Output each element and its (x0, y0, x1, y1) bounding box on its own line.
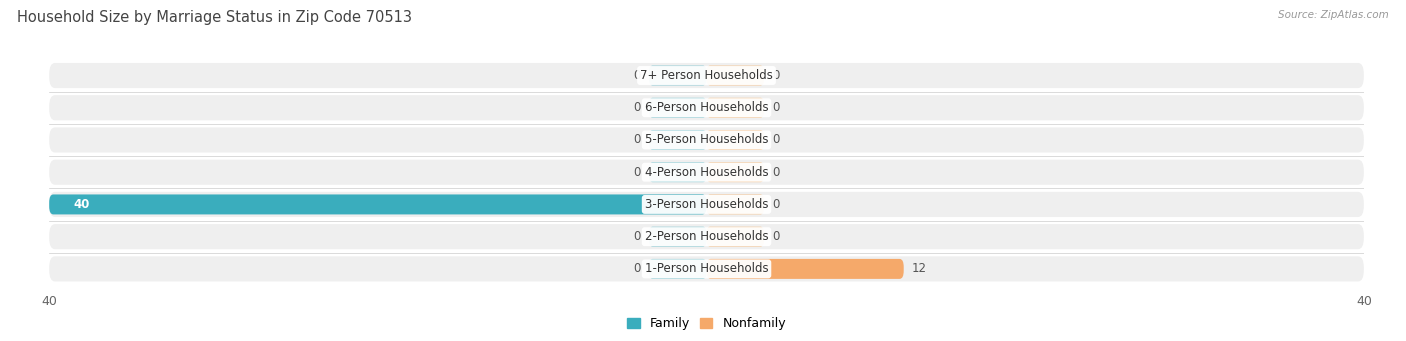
Text: 0: 0 (634, 101, 641, 114)
Legend: Family, Nonfamily: Family, Nonfamily (621, 312, 792, 335)
Text: 5-Person Households: 5-Person Households (645, 133, 768, 147)
FancyBboxPatch shape (707, 259, 904, 279)
Text: 0: 0 (634, 230, 641, 243)
FancyBboxPatch shape (707, 98, 763, 118)
FancyBboxPatch shape (707, 162, 763, 182)
Text: 0: 0 (772, 166, 779, 179)
Text: 6-Person Households: 6-Person Households (645, 101, 768, 114)
FancyBboxPatch shape (49, 194, 707, 214)
FancyBboxPatch shape (707, 65, 763, 86)
Text: 0: 0 (772, 69, 779, 82)
Text: 0: 0 (634, 263, 641, 276)
Text: 4-Person Households: 4-Person Households (645, 166, 768, 179)
FancyBboxPatch shape (650, 162, 707, 182)
Text: 3-Person Households: 3-Person Households (645, 198, 768, 211)
FancyBboxPatch shape (49, 224, 1364, 249)
FancyBboxPatch shape (49, 256, 1364, 281)
FancyBboxPatch shape (707, 194, 763, 214)
Text: 0: 0 (634, 133, 641, 147)
FancyBboxPatch shape (49, 95, 1364, 120)
FancyBboxPatch shape (707, 130, 763, 150)
Text: 0: 0 (772, 133, 779, 147)
FancyBboxPatch shape (49, 128, 1364, 152)
FancyBboxPatch shape (650, 130, 707, 150)
Text: 0: 0 (634, 166, 641, 179)
FancyBboxPatch shape (650, 65, 707, 86)
FancyBboxPatch shape (49, 192, 1364, 217)
Text: 12: 12 (912, 263, 927, 276)
FancyBboxPatch shape (650, 259, 707, 279)
Text: 7+ Person Households: 7+ Person Households (640, 69, 773, 82)
Text: 1-Person Households: 1-Person Households (645, 263, 768, 276)
Text: 0: 0 (772, 198, 779, 211)
FancyBboxPatch shape (650, 227, 707, 247)
FancyBboxPatch shape (650, 98, 707, 118)
FancyBboxPatch shape (707, 227, 763, 247)
Text: 0: 0 (772, 230, 779, 243)
Text: Source: ZipAtlas.com: Source: ZipAtlas.com (1278, 10, 1389, 20)
FancyBboxPatch shape (49, 160, 1364, 185)
FancyBboxPatch shape (49, 63, 1364, 88)
Text: 0: 0 (634, 69, 641, 82)
Text: Household Size by Marriage Status in Zip Code 70513: Household Size by Marriage Status in Zip… (17, 10, 412, 25)
Text: 40: 40 (75, 198, 90, 211)
Text: 0: 0 (772, 101, 779, 114)
Text: 2-Person Households: 2-Person Households (645, 230, 768, 243)
